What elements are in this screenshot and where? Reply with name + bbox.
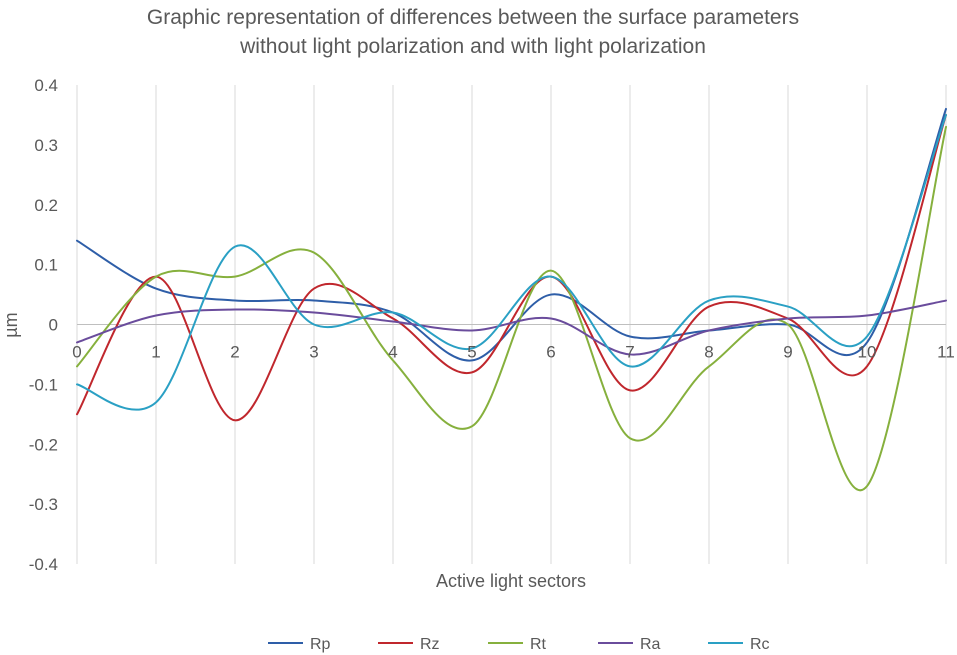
series-line-rz <box>76 113 947 422</box>
y-tick-label: -0.1 <box>29 375 58 394</box>
chart-title-line-2: without light polarization and with ligh… <box>239 35 706 58</box>
chart-title-line-1: Graphic representation of differences be… <box>147 6 799 29</box>
x-tick-label: 0 <box>72 343 81 362</box>
x-tick-label: 8 <box>704 343 713 362</box>
legend-label-rz: Rz <box>420 636 440 653</box>
legend: Rp Rz Rt Ra Rc <box>268 636 770 653</box>
x-tick-label: 7 <box>625 343 634 362</box>
x-tick-label: 3 <box>309 343 318 362</box>
y-tick-label: 0.4 <box>34 76 58 95</box>
x-axis-title: Active light sectors <box>436 571 586 591</box>
x-tick-label: 6 <box>546 343 555 362</box>
gridlines <box>76 85 947 564</box>
x-axis-tick-labels: 0 1 2 3 4 5 6 7 8 9 10 11 <box>72 343 955 362</box>
legend-label-rt: Rt <box>530 636 547 653</box>
y-tick-label: -0.4 <box>29 555 58 574</box>
x-tick-label: 10 <box>858 343 877 362</box>
series-line-ra <box>76 299 947 356</box>
y-tick-label: -0.2 <box>29 435 58 454</box>
legend-label-rc: Rc <box>750 636 770 653</box>
series-line-rc <box>76 113 947 411</box>
y-tick-label: -0.3 <box>29 495 58 514</box>
y-tick-label: 0.2 <box>34 196 58 215</box>
y-tick-label: 0.1 <box>34 256 58 275</box>
legend-label-ra: Ra <box>640 636 661 653</box>
x-tick-label: 9 <box>783 343 792 362</box>
x-tick-label: 11 <box>937 343 955 362</box>
x-tick-label: 2 <box>230 343 239 362</box>
y-tick-label: 0.3 <box>34 136 58 155</box>
y-tick-label: 0 <box>49 316 58 335</box>
series-line-rp <box>76 107 947 362</box>
y-axis-title: µm <box>1 312 21 337</box>
legend-label-rp: Rp <box>310 636 331 653</box>
x-tick-label: 4 <box>388 343 397 362</box>
x-tick-label: 5 <box>467 343 476 362</box>
series-line-rt <box>76 125 947 491</box>
y-axis-tick-labels: 0.4 0.3 0.2 0.1 0 -0.1 -0.2 -0.3 -0.4 <box>29 76 58 574</box>
x-tick-label: 1 <box>151 343 160 362</box>
series-lines <box>76 107 947 491</box>
